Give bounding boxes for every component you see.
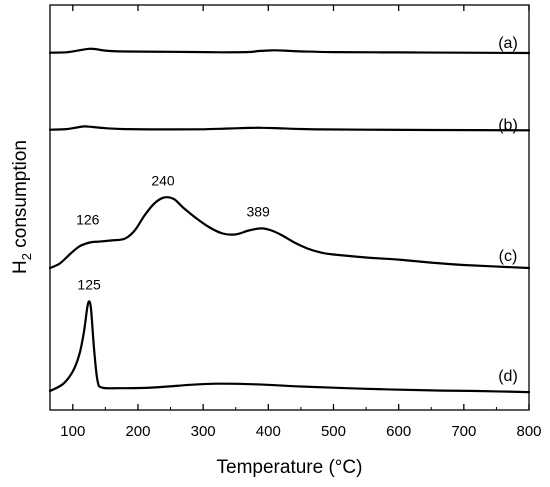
x-tick-label-400: 400 <box>256 423 281 440</box>
annotations-group: 126 240 389 125 <box>76 173 270 293</box>
series-d-line <box>48 300 531 394</box>
x-tick-label-200: 200 <box>125 423 150 440</box>
series-a-label: (a) <box>498 35 518 52</box>
peak-label-389: 389 <box>246 203 270 219</box>
x-axis-label: Temperature (°C) <box>217 457 363 478</box>
plot-frame <box>49 4 530 411</box>
peak-label-126: 126 <box>76 212 100 228</box>
x-tick-label-800: 800 <box>516 423 541 440</box>
x-tick-label-700: 700 <box>451 423 476 440</box>
svg-text:H2 consumption: H2 consumption <box>10 140 34 274</box>
x-tick-label-100: 100 <box>60 423 85 440</box>
peak-label-125: 125 <box>77 276 101 292</box>
x-tick-label-300: 300 <box>191 423 216 440</box>
y-axis-label-rest: consumption <box>10 140 31 253</box>
series-labels-group: (a) (b) (c) (d) <box>498 35 518 385</box>
series-c-line <box>48 196 531 270</box>
curves-group <box>48 47 531 394</box>
series-b-line <box>48 125 531 132</box>
y-axis-label-main: H <box>10 260 31 274</box>
x-tick-label-500: 500 <box>321 423 346 440</box>
y-axis-label: H2 consumption <box>10 140 34 274</box>
peak-label-240: 240 <box>151 173 175 189</box>
series-a-line <box>48 47 531 55</box>
y-axis-label-subscript: 2 <box>19 253 34 260</box>
x-tick-label-600: 600 <box>386 423 411 440</box>
x-ticks-group: 100 200 300 400 500 600 700 800 <box>60 5 542 440</box>
series-d-label: (d) <box>498 368 518 385</box>
series-c-label: (c) <box>499 248 518 265</box>
series-b-label: (b) <box>498 117 518 134</box>
